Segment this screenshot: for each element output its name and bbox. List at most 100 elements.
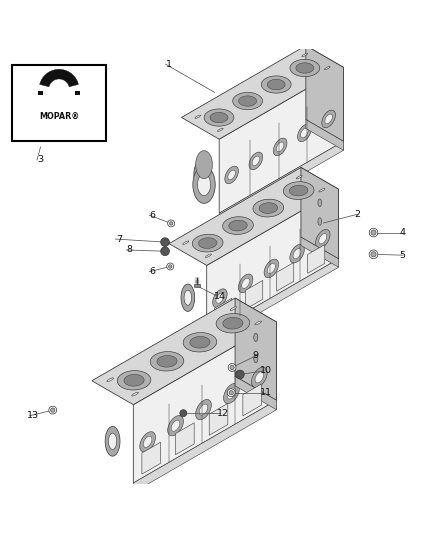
Polygon shape <box>227 389 235 397</box>
Polygon shape <box>283 182 314 199</box>
Polygon shape <box>238 274 253 293</box>
Polygon shape <box>239 96 257 106</box>
Polygon shape <box>296 63 314 73</box>
Polygon shape <box>171 420 180 431</box>
Polygon shape <box>307 245 325 273</box>
Polygon shape <box>194 161 207 187</box>
Polygon shape <box>199 404 208 415</box>
Polygon shape <box>133 322 276 483</box>
Polygon shape <box>124 375 144 386</box>
Text: 2: 2 <box>354 210 360 219</box>
Polygon shape <box>132 392 138 396</box>
Polygon shape <box>306 119 343 150</box>
Text: 10: 10 <box>260 367 272 375</box>
Polygon shape <box>235 376 276 410</box>
Polygon shape <box>254 333 258 342</box>
Polygon shape <box>190 336 210 348</box>
Polygon shape <box>150 352 184 371</box>
Polygon shape <box>168 416 184 436</box>
Text: 6: 6 <box>150 267 156 276</box>
Polygon shape <box>296 175 302 179</box>
Text: 14: 14 <box>214 292 226 301</box>
Polygon shape <box>325 67 330 70</box>
Polygon shape <box>318 199 321 206</box>
Polygon shape <box>273 138 287 156</box>
Polygon shape <box>210 112 228 123</box>
Text: 8: 8 <box>127 246 133 254</box>
Polygon shape <box>246 280 263 309</box>
Polygon shape <box>219 67 343 213</box>
Text: 3: 3 <box>38 156 44 164</box>
Polygon shape <box>183 241 189 245</box>
Polygon shape <box>277 262 294 291</box>
Polygon shape <box>167 263 174 270</box>
Polygon shape <box>40 69 78 87</box>
Polygon shape <box>50 408 55 413</box>
Polygon shape <box>300 128 308 138</box>
Polygon shape <box>255 321 261 325</box>
Polygon shape <box>198 174 211 196</box>
Polygon shape <box>184 290 192 305</box>
Bar <box>75 91 81 95</box>
Polygon shape <box>117 370 151 390</box>
Polygon shape <box>318 218 321 225</box>
Polygon shape <box>142 442 160 474</box>
Text: 9: 9 <box>253 351 258 360</box>
Polygon shape <box>107 378 113 382</box>
Polygon shape <box>213 289 227 308</box>
Polygon shape <box>133 400 276 492</box>
Polygon shape <box>196 399 212 419</box>
Polygon shape <box>223 383 239 403</box>
Polygon shape <box>233 92 262 110</box>
Polygon shape <box>322 110 336 128</box>
Polygon shape <box>168 220 175 227</box>
Bar <box>38 91 43 95</box>
Polygon shape <box>181 284 195 311</box>
Polygon shape <box>230 365 234 370</box>
Polygon shape <box>253 199 284 217</box>
Polygon shape <box>215 298 232 327</box>
Polygon shape <box>290 244 304 263</box>
Polygon shape <box>227 388 236 399</box>
Polygon shape <box>325 114 332 124</box>
Polygon shape <box>290 185 308 196</box>
Polygon shape <box>109 433 117 449</box>
Polygon shape <box>140 432 155 452</box>
Text: 12: 12 <box>217 409 229 418</box>
Polygon shape <box>306 46 343 141</box>
Polygon shape <box>249 152 263 169</box>
Polygon shape <box>169 265 172 268</box>
Polygon shape <box>207 259 339 343</box>
Polygon shape <box>204 109 234 126</box>
Polygon shape <box>276 142 284 152</box>
Polygon shape <box>235 298 276 400</box>
Polygon shape <box>301 167 339 259</box>
Polygon shape <box>290 59 320 77</box>
Polygon shape <box>197 167 204 181</box>
Polygon shape <box>143 437 152 447</box>
Text: 13: 13 <box>27 411 39 421</box>
Polygon shape <box>255 372 264 383</box>
Polygon shape <box>267 79 285 90</box>
Polygon shape <box>169 167 339 265</box>
Polygon shape <box>225 166 238 184</box>
Polygon shape <box>157 356 177 367</box>
Polygon shape <box>228 364 236 372</box>
Polygon shape <box>228 170 235 180</box>
Polygon shape <box>205 254 212 257</box>
Polygon shape <box>49 406 57 414</box>
Polygon shape <box>216 293 224 303</box>
Polygon shape <box>181 46 343 139</box>
Polygon shape <box>369 250 378 259</box>
Polygon shape <box>219 141 343 222</box>
Polygon shape <box>254 354 258 363</box>
Polygon shape <box>218 128 223 132</box>
Polygon shape <box>161 247 170 256</box>
Polygon shape <box>268 263 276 273</box>
Polygon shape <box>198 238 217 248</box>
Polygon shape <box>264 259 279 278</box>
Bar <box>12 65 106 141</box>
Polygon shape <box>230 306 237 311</box>
Text: 6: 6 <box>150 211 156 220</box>
Polygon shape <box>195 115 201 118</box>
